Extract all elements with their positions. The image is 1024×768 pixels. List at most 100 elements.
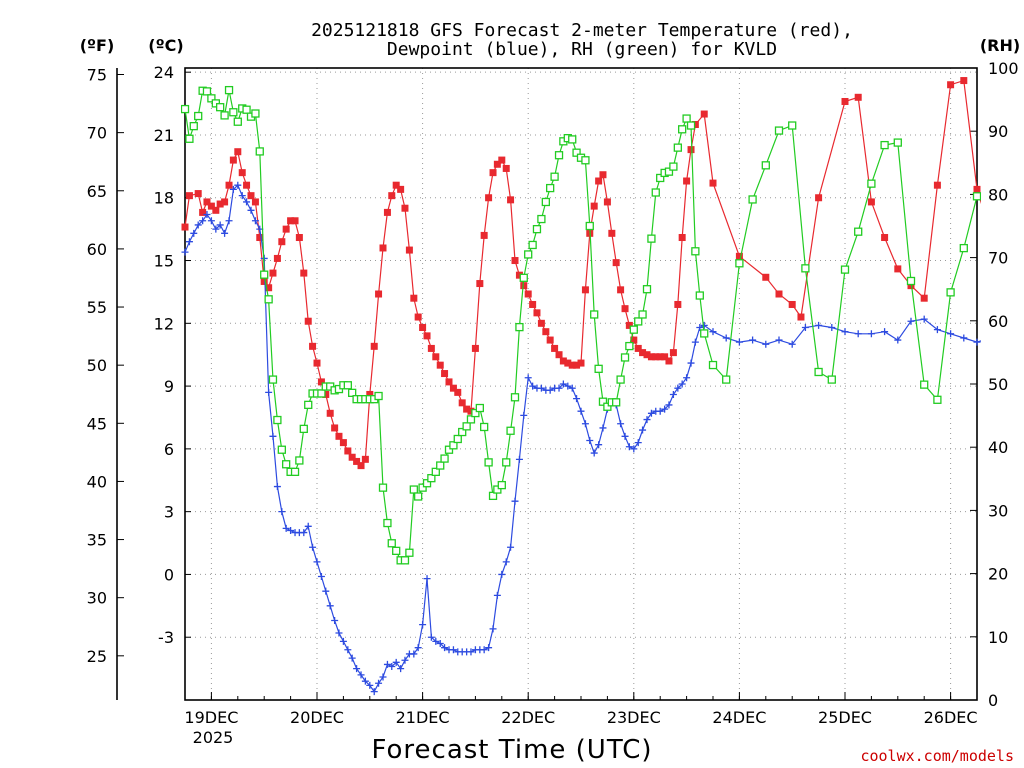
point-dewpoint xyxy=(828,323,836,331)
point-rh xyxy=(946,288,955,297)
point-rh xyxy=(840,265,850,274)
point-dewpoint xyxy=(238,192,246,200)
point-rh xyxy=(458,427,467,437)
point-rh xyxy=(383,518,392,528)
point-rh xyxy=(959,243,968,253)
point-dewpoint xyxy=(867,330,875,338)
x-axis-year-label: 2025 xyxy=(193,728,234,747)
point-rh xyxy=(449,441,458,450)
point-temperature xyxy=(595,177,603,185)
point-temperature xyxy=(357,462,365,470)
point-rh xyxy=(260,270,269,279)
point-rh xyxy=(317,389,326,398)
point-temperature xyxy=(700,110,708,118)
point-dewpoint xyxy=(199,217,207,225)
chart-title-line1: 2025121818 GFS Forecast 2-meter Temperat… xyxy=(311,20,853,41)
tick-label-f: 45 xyxy=(87,414,107,433)
point-rh xyxy=(453,434,462,444)
point-dewpoint xyxy=(617,420,625,428)
point-temperature xyxy=(287,217,295,225)
point-dewpoint xyxy=(920,315,928,323)
point-rh xyxy=(625,341,634,351)
point-rh xyxy=(405,548,414,557)
point-rh xyxy=(480,422,489,432)
point-dewpoint xyxy=(749,336,757,344)
point-rh xyxy=(554,151,564,160)
point-rh xyxy=(348,388,357,397)
point-dewpoint xyxy=(647,409,655,417)
point-rh xyxy=(695,291,704,300)
point-temperature xyxy=(564,359,572,367)
point-temperature xyxy=(973,185,981,193)
point-temperature xyxy=(322,390,330,398)
tick-label-f: 70 xyxy=(87,124,107,143)
point-dewpoint xyxy=(735,338,743,346)
point-temperature xyxy=(854,93,862,101)
point-dewpoint xyxy=(335,629,343,637)
point-dewpoint xyxy=(243,198,251,206)
point-temperature xyxy=(243,181,251,189)
point-dewpoint xyxy=(907,317,915,325)
point-rh xyxy=(422,479,432,488)
point-temperature xyxy=(207,202,215,210)
point-rh xyxy=(814,367,823,377)
point-dewpoint xyxy=(344,646,352,654)
point-temperature xyxy=(291,217,299,225)
point-temperature xyxy=(546,336,554,344)
point-dewpoint xyxy=(414,644,422,652)
point-temperature xyxy=(397,185,405,193)
point-temperature xyxy=(463,405,471,413)
point-rh xyxy=(647,234,656,243)
point-temperature xyxy=(498,156,506,164)
point-rh xyxy=(629,325,638,334)
tick-label-f: 35 xyxy=(87,531,107,550)
point-dewpoint xyxy=(881,328,889,336)
point-dewpoint xyxy=(524,374,532,382)
point-rh xyxy=(590,310,599,319)
point-dewpoint xyxy=(269,432,277,440)
point-dewpoint xyxy=(467,648,475,656)
point-dewpoint xyxy=(564,382,572,390)
point-dewpoint xyxy=(498,570,506,578)
point-temperature xyxy=(683,177,691,185)
point-dewpoint xyxy=(194,221,202,229)
point-dewpoint xyxy=(586,437,594,445)
point-temperature xyxy=(278,238,286,246)
point-temperature xyxy=(947,81,955,89)
point-rh xyxy=(678,125,687,134)
point-temperature xyxy=(300,269,308,277)
point-dewpoint xyxy=(234,181,242,189)
point-temperature xyxy=(313,359,321,367)
point-temperature xyxy=(419,323,427,331)
point-rh xyxy=(436,461,445,470)
point-temperature xyxy=(326,409,334,417)
tick-label-rh: 20 xyxy=(988,565,1008,584)
point-rh xyxy=(722,375,731,384)
point-temperature xyxy=(273,254,281,262)
point-rh xyxy=(682,114,691,123)
point-temperature xyxy=(507,196,515,204)
point-rh xyxy=(708,360,718,370)
point-rh xyxy=(572,148,581,157)
point-temperature xyxy=(617,286,625,294)
point-temperature xyxy=(445,378,453,386)
point-rh xyxy=(594,364,603,373)
point-rh xyxy=(229,108,238,117)
point-dewpoint xyxy=(529,382,537,390)
point-dewpoint xyxy=(691,338,699,346)
series-temperature xyxy=(181,77,981,470)
point-temperature xyxy=(735,252,743,260)
point-dewpoint xyxy=(441,644,449,652)
point-rh xyxy=(537,214,546,224)
point-temperature xyxy=(229,156,237,164)
point-dewpoint xyxy=(370,688,378,696)
tick-label-c: 12 xyxy=(154,314,174,333)
plot-frame xyxy=(184,67,978,701)
point-dewpoint xyxy=(212,225,220,233)
point-temperature xyxy=(238,169,246,177)
point-rh xyxy=(748,195,757,204)
point-rh xyxy=(598,397,608,406)
point-temperature xyxy=(234,148,242,156)
point-rh xyxy=(515,322,524,332)
point-temperature xyxy=(203,198,211,206)
